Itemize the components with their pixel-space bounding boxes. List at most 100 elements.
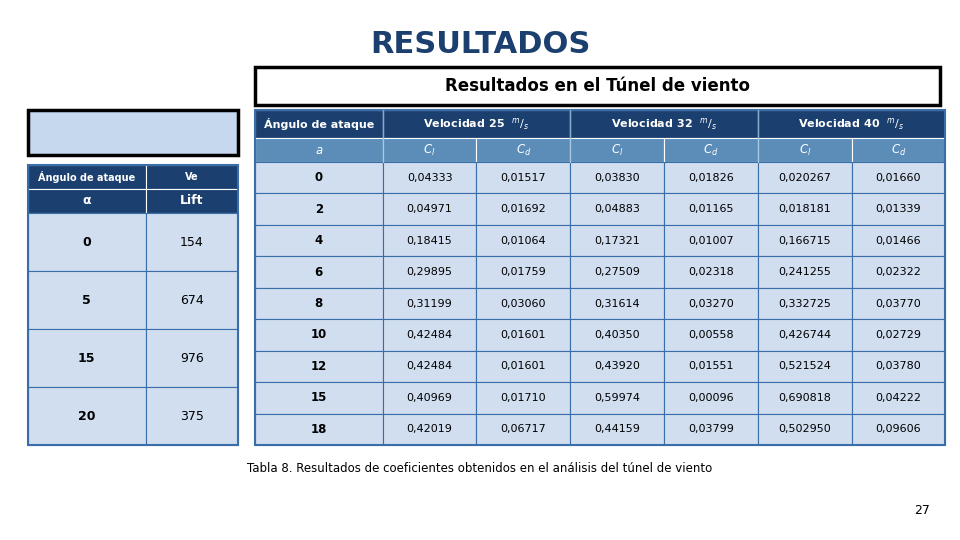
Bar xyxy=(383,138,476,162)
Bar xyxy=(570,256,664,288)
Text: 27: 27 xyxy=(914,503,930,516)
Bar xyxy=(146,165,238,189)
Text: 375: 375 xyxy=(180,409,204,422)
Bar xyxy=(758,288,852,319)
Bar xyxy=(852,193,945,225)
Text: 0,18415: 0,18415 xyxy=(407,235,452,246)
Text: 0,02318: 0,02318 xyxy=(688,267,734,277)
Bar xyxy=(28,271,146,329)
Bar xyxy=(476,256,570,288)
Bar xyxy=(383,288,476,319)
Bar xyxy=(383,162,476,193)
Text: 0,01601: 0,01601 xyxy=(501,361,546,372)
Bar xyxy=(383,256,476,288)
Text: 0,03060: 0,03060 xyxy=(501,299,546,308)
Text: 0,502950: 0,502950 xyxy=(779,424,831,434)
Bar xyxy=(255,256,383,288)
Bar xyxy=(476,319,570,350)
Bar xyxy=(255,138,383,162)
Text: Ángulo de ataque: Ángulo de ataque xyxy=(264,118,374,130)
Text: 0,03799: 0,03799 xyxy=(688,424,734,434)
Text: 10: 10 xyxy=(311,328,327,341)
Bar xyxy=(758,414,852,445)
Bar xyxy=(852,162,945,193)
Bar xyxy=(476,225,570,256)
Text: 0: 0 xyxy=(83,235,91,248)
Bar xyxy=(664,193,758,225)
Bar xyxy=(570,193,664,225)
Bar xyxy=(28,329,146,387)
Bar xyxy=(664,414,758,445)
Bar xyxy=(852,288,945,319)
Bar xyxy=(383,193,476,225)
Text: $C_d$: $C_d$ xyxy=(891,143,906,158)
Text: 0,44159: 0,44159 xyxy=(594,424,640,434)
Bar xyxy=(570,319,664,350)
Text: 0,690818: 0,690818 xyxy=(779,393,831,403)
Bar xyxy=(476,382,570,414)
Bar xyxy=(570,162,664,193)
Bar xyxy=(28,165,238,445)
Bar xyxy=(28,110,238,155)
Text: Ve: Ve xyxy=(185,172,199,182)
Bar xyxy=(255,193,383,225)
Text: 0,01710: 0,01710 xyxy=(500,393,546,403)
Text: 5: 5 xyxy=(83,294,91,307)
Bar xyxy=(570,288,664,319)
Bar xyxy=(664,319,758,350)
Text: 0,241255: 0,241255 xyxy=(779,267,831,277)
Text: 0: 0 xyxy=(315,171,323,184)
Bar xyxy=(570,382,664,414)
Text: 0,01007: 0,01007 xyxy=(688,235,733,246)
Text: 0,00558: 0,00558 xyxy=(688,330,733,340)
Text: 0,42484: 0,42484 xyxy=(406,330,452,340)
Bar xyxy=(664,350,758,382)
Text: 674: 674 xyxy=(180,294,204,307)
Bar xyxy=(146,189,238,213)
Text: $C_l$: $C_l$ xyxy=(799,143,811,158)
Text: 15: 15 xyxy=(311,392,327,404)
Bar xyxy=(476,350,570,382)
Bar xyxy=(255,382,383,414)
Text: Resultados en el Túnel de viento: Resultados en el Túnel de viento xyxy=(445,77,750,95)
Text: 0,42019: 0,42019 xyxy=(407,424,452,434)
Text: 0,00096: 0,00096 xyxy=(688,393,733,403)
Bar xyxy=(852,414,945,445)
Text: 0,40969: 0,40969 xyxy=(407,393,452,403)
Bar xyxy=(383,414,476,445)
Bar xyxy=(476,193,570,225)
Bar xyxy=(758,162,852,193)
Bar xyxy=(28,189,146,213)
Text: 0,01692: 0,01692 xyxy=(500,204,546,214)
Bar xyxy=(383,382,476,414)
Bar xyxy=(570,110,758,138)
Text: 0,01064: 0,01064 xyxy=(500,235,546,246)
Text: 12: 12 xyxy=(311,360,327,373)
Text: Velocidad 25  $^{m}/_{s}$: Velocidad 25 $^{m}/_{s}$ xyxy=(423,116,530,132)
Bar xyxy=(664,382,758,414)
Bar xyxy=(255,350,383,382)
Bar xyxy=(852,350,945,382)
Bar xyxy=(28,387,146,445)
Text: 15: 15 xyxy=(78,352,96,365)
Bar xyxy=(664,256,758,288)
Text: 0,06717: 0,06717 xyxy=(500,424,546,434)
Text: $C_d$: $C_d$ xyxy=(704,143,719,158)
Bar xyxy=(255,225,383,256)
Text: 0,31614: 0,31614 xyxy=(594,299,640,308)
Text: 0,04883: 0,04883 xyxy=(594,204,640,214)
Text: 0,01339: 0,01339 xyxy=(876,204,922,214)
Text: 0,03780: 0,03780 xyxy=(876,361,922,372)
Text: 0,03270: 0,03270 xyxy=(688,299,734,308)
Bar xyxy=(664,162,758,193)
Text: 0,42484: 0,42484 xyxy=(406,361,452,372)
Bar xyxy=(146,271,238,329)
Text: 976: 976 xyxy=(180,352,204,365)
Text: 20: 20 xyxy=(78,409,96,422)
Text: 0,332725: 0,332725 xyxy=(779,299,831,308)
Bar xyxy=(852,319,945,350)
Text: 0,04333: 0,04333 xyxy=(407,173,452,183)
Bar xyxy=(255,414,383,445)
Text: 0,01551: 0,01551 xyxy=(688,361,733,372)
Text: 2: 2 xyxy=(315,202,323,215)
